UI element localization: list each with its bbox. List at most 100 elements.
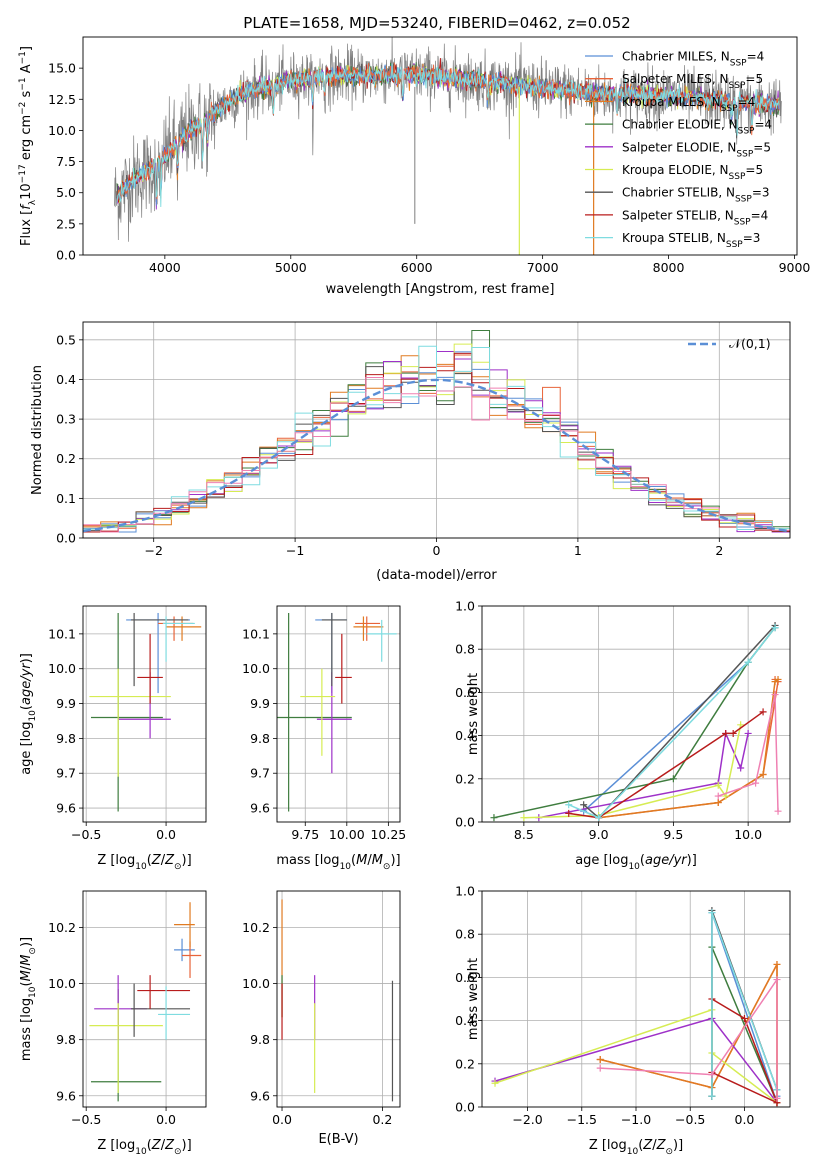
y-tick-label: 12.5 — [48, 92, 76, 107]
spectrum-panel: 4000 5000 6000 7000 8000 9000 0.0 2.5 5.0 7.5 10.0… — [18, 36, 810, 297]
weight-point-marker — [759, 770, 767, 778]
weight-series-line — [598, 678, 779, 819]
x-tick-label: −2.0 — [512, 1112, 542, 1127]
residuals-panel: −2 −1 0 1 2 0.0 0.1 0.2 0.3 0.4 0.5 (data-model)/er… — [30, 321, 791, 583]
ticks: 4000 5000 6000 7000 8000 9000 0.0 2.5 5.0 7.5 10.0… — [48, 61, 810, 275]
x-tick-label: 10.25 — [370, 827, 406, 842]
y-tick-label: 9.8 — [250, 731, 270, 746]
weight-point-marker — [714, 792, 722, 800]
ticks: 8.5 9.0 9.5 10.0 0.0 0.2 0.4 0.6 0.8 1.0 — [455, 599, 762, 843]
grid — [83, 606, 206, 822]
x-axis-label: Z [log10(Z/Z⊙)] — [589, 1138, 683, 1157]
x-tick-label: 7000 — [527, 260, 559, 275]
y-tick-label: 10.0 — [242, 661, 270, 676]
weight-point-marker — [771, 624, 779, 632]
weight-series-line — [717, 694, 779, 812]
y-tick-label: 9.6 — [250, 801, 270, 816]
y-tick-label: 10.0 — [242, 976, 270, 991]
y-tick-label: 0.2 — [455, 1056, 475, 1071]
x-tick-label: −1.5 — [567, 1112, 597, 1127]
weight-series-line — [711, 998, 779, 1105]
weight-point-marker — [722, 729, 730, 737]
y-tick-label: 10.0 — [48, 661, 76, 676]
weight-point-marker — [714, 799, 722, 807]
weight-point-marker — [737, 764, 745, 772]
x-axis-label: (data-model)/error — [376, 568, 497, 583]
y-tick-label: 0.1 — [56, 491, 76, 506]
x-tick-label: 9.75 — [291, 827, 319, 842]
histogram-steps — [83, 329, 790, 538]
y-tick-label: 0.8 — [455, 927, 475, 942]
x-tick-label: 0.2 — [372, 1112, 392, 1127]
legend-label: Chabrier MILES, NSSP=4 — [622, 50, 764, 69]
weight-point-marker — [491, 1079, 499, 1087]
axes-frame — [481, 890, 791, 1108]
y-tick-label: 0.3 — [56, 412, 76, 427]
y-tick-label: 9.9 — [250, 696, 270, 711]
weight-point-marker — [740, 1014, 748, 1022]
y-tick-label: 9.8 — [250, 1032, 270, 1047]
x-tick-label: −0.5 — [675, 1112, 705, 1127]
legend-label: Chabrier STELIB, NSSP=3 — [622, 186, 770, 205]
weight-point-marker — [490, 814, 498, 822]
y-tick-label: 10.1 — [48, 626, 76, 641]
age-vs-metallicity-panel: −0.5 0.0 9.6 9.7 9.8 9.9 10.0 10.1 Z [log10(Z/Z⊙… — [19, 605, 207, 872]
axes-frame — [82, 890, 207, 1108]
figure-title: PLATE=1658, MJD=53240, FIBERID=0462, z=0… — [243, 14, 630, 32]
x-tick-label: 8.5 — [514, 827, 534, 842]
legend-label: Kroupa STELIB, NSSP=3 — [622, 231, 760, 250]
y-tick-label: 0.0 — [56, 531, 76, 546]
ticks: −0.5 0.0 9.6 9.7 9.8 9.9 10.0 10.1 — [48, 626, 176, 842]
weight-point-marker — [774, 807, 782, 815]
y-tick-label: 15.0 — [48, 61, 76, 76]
model-spectrum-line — [116, 63, 780, 208]
x-tick-label: 2 — [715, 543, 723, 558]
y-tick-label: 0.4 — [455, 1013, 475, 1028]
x-tick-label: 10.00 — [329, 827, 365, 842]
y-tick-label: 5.0 — [56, 185, 76, 200]
x-tick-label: 0 — [433, 543, 441, 558]
weight-point-marker — [744, 729, 752, 737]
x-tick-label: 6000 — [401, 260, 433, 275]
weight-series-line — [598, 678, 779, 819]
weight-series-line — [583, 624, 776, 819]
weight-series-line — [568, 627, 776, 819]
weight-series-line — [600, 977, 778, 1099]
x-tick-label: 9000 — [779, 260, 811, 275]
y-axis-label: mass [log10(M/M⊙)] — [19, 937, 38, 1061]
weight-lines — [491, 906, 781, 1107]
weight-point-marker — [773, 1094, 781, 1102]
weight-point-marker — [565, 801, 573, 809]
mass-weight-vs-metallicity-panel: −2.0 −1.5 −1.0 −0.5 0.0 0.0 0.2 0.4 0.6 0.8 1.0 Z [… — [455, 884, 791, 1157]
age-vs-mass-panel: 9.75 10.00 10.25 9.6 9.7 9.8 9.9 10.0 10.1 mass [… — [242, 605, 406, 872]
weight-point-marker — [708, 1071, 716, 1079]
y-tick-label: 9.8 — [56, 731, 76, 746]
weight-point-marker — [580, 801, 588, 809]
weight-point-marker — [774, 675, 782, 683]
y-tick-label: 2.5 — [56, 216, 76, 231]
axes-frame — [481, 605, 791, 823]
x-tick-label: −1 — [286, 543, 304, 558]
legend-label: 𝒩(0,1) — [729, 336, 771, 351]
y-tick-label: 0.0 — [455, 815, 475, 830]
y-tick-label: 0.2 — [56, 451, 76, 466]
y-tick-label: 1.0 — [455, 884, 475, 899]
y-axis-label: Normed distribution — [30, 365, 45, 495]
x-axis-label: Z [log10(Z/Z⊙)] — [97, 1138, 191, 1157]
axes-frame — [276, 890, 401, 1108]
y-tick-label: 1.0 — [455, 599, 475, 614]
weight-point-marker — [771, 691, 779, 699]
weight-point-marker — [596, 1064, 604, 1072]
x-tick-label: 0.0 — [156, 827, 176, 842]
y-tick-label: 0.4 — [455, 728, 475, 743]
y-tick-label: 9.7 — [56, 766, 76, 781]
x-axis-label: E(B-V) — [318, 1132, 358, 1147]
weight-point-marker — [565, 809, 573, 817]
weight-lines — [490, 621, 782, 822]
ticks: −2.0 −1.5 −1.0 −0.5 0.0 0.0 0.2 0.4 0.6 0.8 1.0 — [455, 884, 754, 1128]
axes-frame — [82, 605, 207, 823]
y-axis-label: mass weight — [466, 673, 481, 755]
y-tick-label: 9.8 — [56, 1032, 76, 1047]
grid — [277, 891, 400, 1107]
